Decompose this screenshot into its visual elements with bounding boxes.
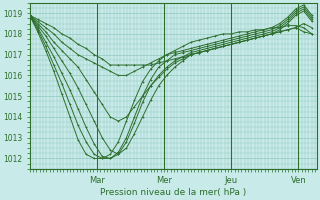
X-axis label: Pression niveau de la mer( hPa ): Pression niveau de la mer( hPa ) [100,188,247,197]
